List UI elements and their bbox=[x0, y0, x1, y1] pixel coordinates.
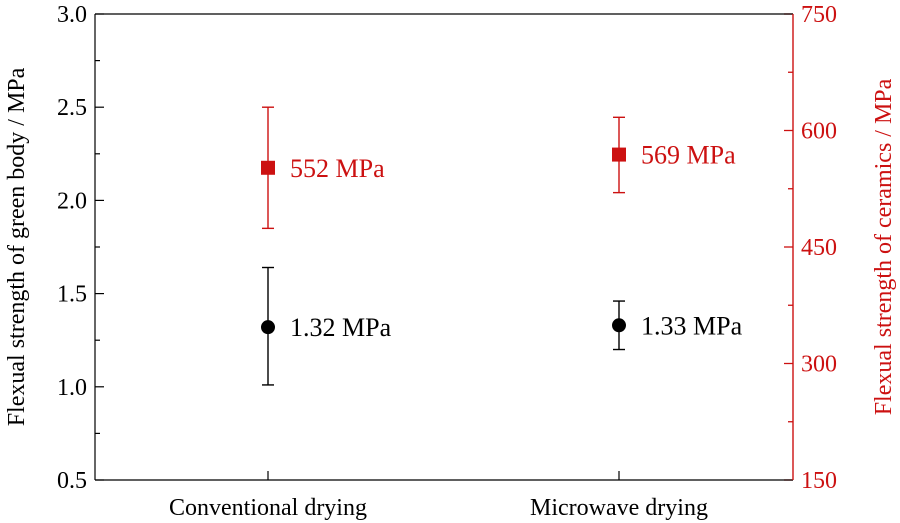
data-point-circle bbox=[612, 318, 626, 333]
y2-tick-label: 750 bbox=[801, 2, 837, 28]
y2-tick-label: 600 bbox=[801, 119, 837, 145]
x-tick-label: Microwave drying bbox=[530, 495, 708, 521]
y-tick-label: 3.0 bbox=[57, 2, 87, 28]
data-marks: 1.32 MPa 1.33 MPa 552 MPa 569 MPa bbox=[261, 106, 743, 386]
y-tick-label: 2.5 bbox=[57, 95, 87, 121]
y2-tick-label: 450 bbox=[801, 235, 837, 261]
data-value-label: 1.32 MPa bbox=[290, 313, 392, 342]
data-point-square bbox=[612, 147, 626, 162]
data-point-circle bbox=[261, 320, 275, 335]
data-point-square bbox=[261, 160, 275, 175]
right-axis-ticks: 150 300 450 600 750 bbox=[784, 2, 837, 494]
data-value-label: 552 MPa bbox=[290, 154, 385, 183]
y2-tick-label: 300 bbox=[801, 352, 837, 378]
y-tick-label: 1.5 bbox=[57, 282, 87, 308]
y-tick-label: 1.0 bbox=[57, 375, 87, 401]
y2-axis-title: Flexual strength of ceramics / MPa bbox=[871, 78, 897, 415]
y-tick-label: 0.5 bbox=[57, 468, 87, 494]
x-axis-ticks: Conventional drying Microwave drying bbox=[169, 471, 708, 521]
y-tick-label: 2.0 bbox=[57, 188, 87, 214]
y2-tick-label: 150 bbox=[801, 468, 837, 494]
x-tick-label: Conventional drying bbox=[169, 495, 367, 521]
left-axis-ticks: 0.5 1.0 1.5 2.0 2.5 3.0 bbox=[57, 2, 104, 494]
y-axis-title: Flexual strength of green body / MPa bbox=[4, 67, 30, 426]
data-value-label: 1.33 MPa bbox=[641, 311, 743, 340]
data-value-label: 569 MPa bbox=[641, 141, 736, 170]
